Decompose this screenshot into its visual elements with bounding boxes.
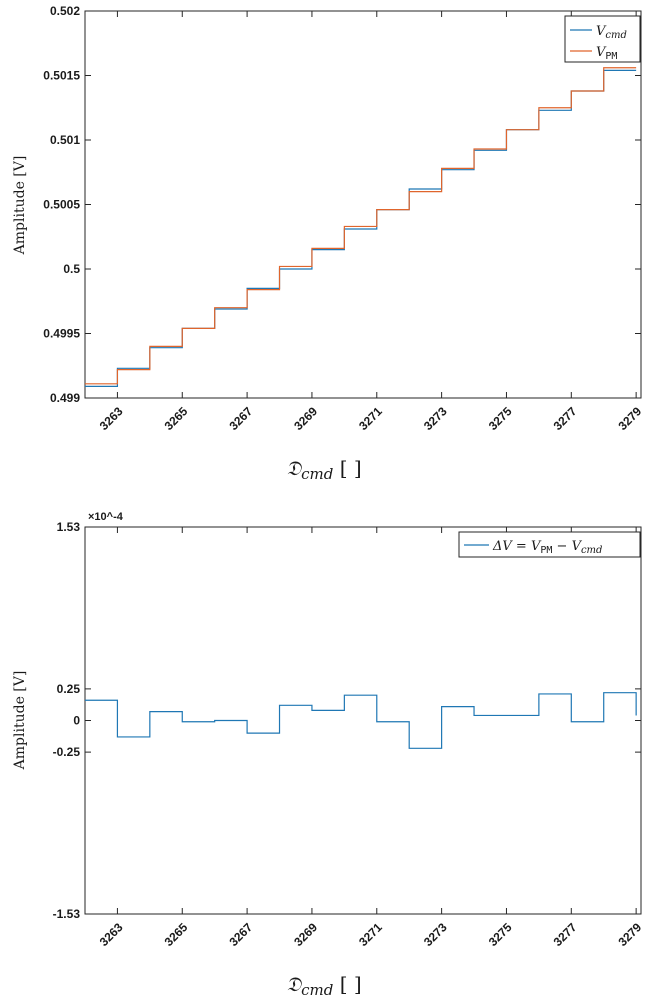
bottom-x-axis-label: 𝔇cmd [ ]	[286, 972, 361, 999]
top-plot-area	[84, 10, 642, 399]
bottom-y-axis-label: Amplitude [V]	[12, 671, 28, 771]
top-y-tick-label: 0.5	[63, 262, 80, 276]
top-x-axis-label: 𝔇cmd [ ]	[286, 456, 361, 483]
top-x-tick-label: 3271	[356, 404, 385, 433]
top-legend: Vcmd VPM	[564, 15, 641, 63]
bottom-legend: ΔV = VPM − Vcmd	[458, 531, 641, 558]
top-series-layer	[85, 67, 637, 387]
bottom-y-tick-label: -1.53	[53, 907, 81, 921]
top-y-axis-label: Amplitude [V]	[12, 156, 28, 256]
bottom-legend-box	[458, 531, 641, 558]
bottom-chart: 3263 3265 3267 3269 3271 3273 3275 3277 3279 -1.5…	[12, 511, 644, 999]
top-x-tick-label: 3279	[615, 404, 644, 433]
bottom-y-tick-label: -0.25	[53, 745, 81, 759]
bottom-x-tick-label: 3263	[97, 920, 126, 949]
top-chart: 3263 3265 3267 3269 3271 3273 3275 3277 3279 0.49…	[12, 4, 644, 483]
top-x-tick-label: 3267	[226, 404, 255, 433]
top-x-tick-label: 3277	[551, 404, 580, 433]
top-series-line-2	[85, 67, 637, 385]
bottom-x-tick-label: 3273	[421, 920, 450, 949]
top-x-tick-label: 3263	[97, 404, 126, 433]
bottom-series-layer	[85, 692, 637, 749]
bottom-y-tick-label: 0.25	[57, 682, 81, 696]
top-x-tick-label: 3269	[291, 404, 320, 433]
bottom-series-line-1	[85, 692, 637, 749]
bottom-x-tick-label: 3271	[356, 920, 385, 949]
bottom-x-tick-label: 3279	[615, 920, 644, 949]
bottom-plot-area	[84, 526, 642, 915]
top-x-tick-label: 3273	[421, 404, 450, 433]
top-x-tick-label: 3275	[486, 404, 515, 433]
top-x-tick-label: 3265	[162, 404, 191, 433]
top-y-tick-label: 0.5005	[43, 198, 80, 212]
bottom-legend-entry: ΔV = VPM − Vcmd	[492, 539, 602, 556]
bottom-y-tick-label: 0	[73, 714, 80, 728]
bottom-x-tick-label: 3267	[226, 920, 255, 949]
top-y-tick-label: 0.4995	[43, 327, 80, 341]
top-legend-entry: Vcmd	[596, 24, 627, 41]
bottom-y-tick-label: 1.53	[57, 520, 81, 534]
top-legend-box	[564, 15, 641, 63]
bottom-x-tick-label: 3277	[551, 920, 580, 949]
bottom-x-tick-label: 3269	[291, 920, 320, 949]
top-y-tick-label: 0.502	[50, 4, 80, 18]
bottom-x-tick-label: 3275	[486, 920, 515, 949]
top-legend-entry: VPM	[596, 45, 617, 62]
bottom-x-tick-label: 3265	[162, 920, 191, 949]
y-scale-exponent: ×10^-4	[88, 511, 124, 523]
top-y-tick-label: 0.501	[50, 133, 80, 147]
top-y-tick-label: 0.5015	[43, 69, 80, 83]
top-y-tick-label: 0.499	[50, 391, 80, 405]
